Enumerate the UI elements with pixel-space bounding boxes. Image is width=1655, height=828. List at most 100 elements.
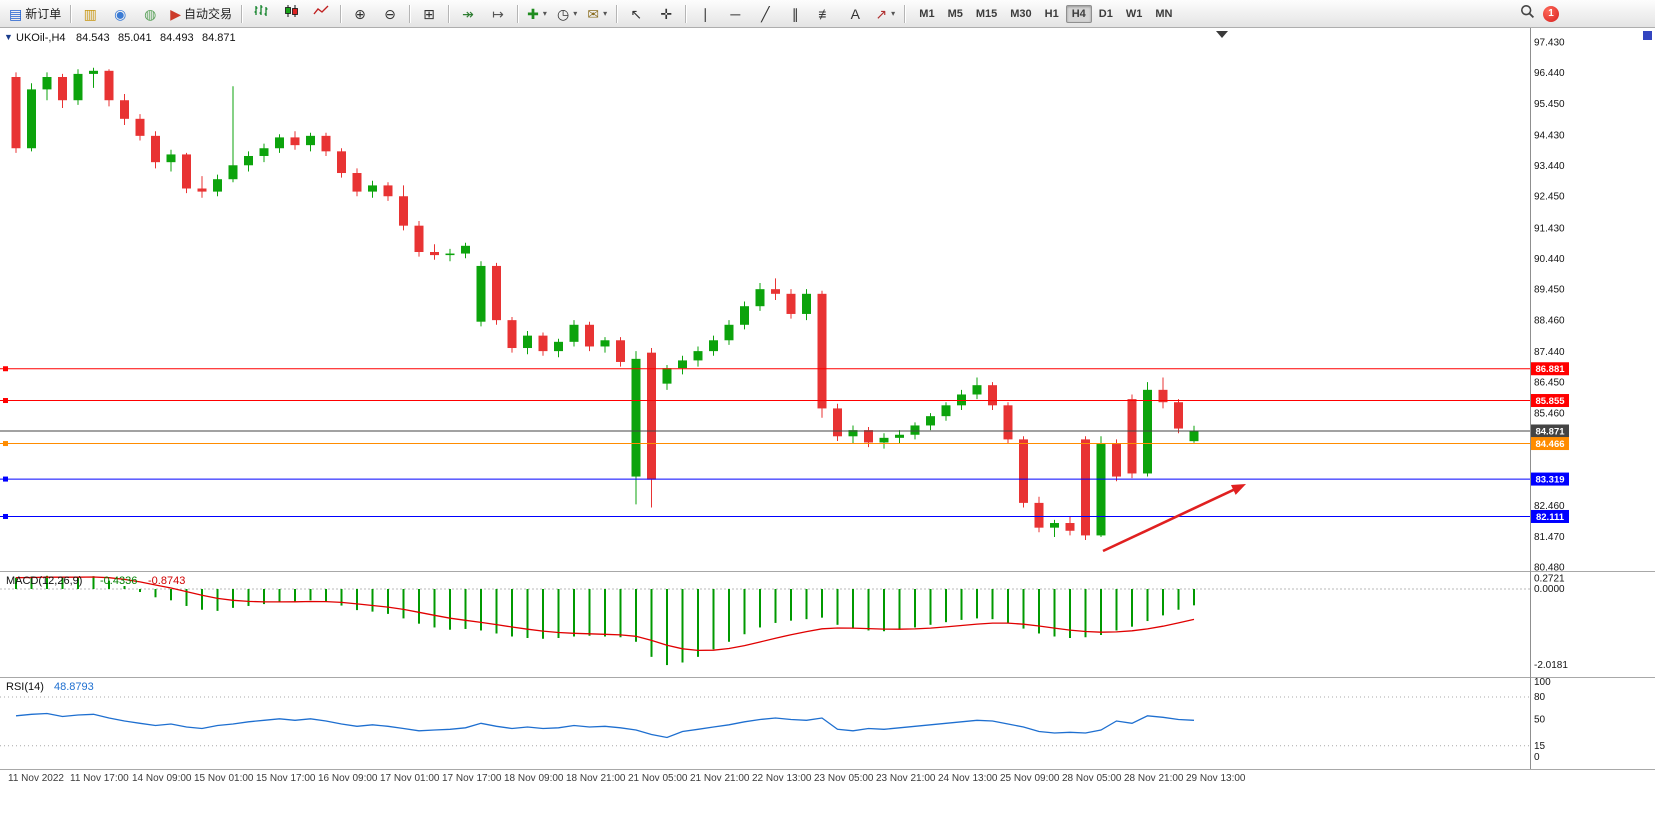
- zoom-out-icon[interactable]: ⊖: [376, 2, 404, 26]
- periods-button[interactable]: ◷ ▾: [553, 2, 581, 26]
- trend-arrow-head: [1230, 484, 1246, 495]
- line-handle[interactable]: [3, 398, 8, 404]
- candle-body: [1019, 439, 1028, 503]
- timeframe-button-mn[interactable]: MN: [1155, 7, 1173, 20]
- timeframe-button-m15[interactable]: M15: [975, 7, 998, 20]
- price-badge-label: 83.319: [1535, 475, 1564, 486]
- line-handle[interactable]: [3, 366, 8, 372]
- macd-scale-label: 0.0000: [1534, 584, 1565, 595]
- price-badge: [1531, 424, 1569, 438]
- text-icon[interactable]: A: [841, 2, 869, 26]
- price-axis-label: 89.450: [1534, 285, 1565, 296]
- candle-body: [740, 306, 749, 325]
- price-level-line[interactable]: 83.319: [0, 472, 1569, 486]
- notification-badge[interactable]: 1: [1543, 5, 1559, 22]
- candle-body: [461, 245, 470, 254]
- chart-plot-area[interactable]: [0, 28, 1530, 571]
- market-watch-icon[interactable]: ◉: [106, 2, 134, 26]
- auto-scroll-icon[interactable]: ↠: [454, 2, 482, 26]
- trend-arrow-shaft[interactable]: [1102, 485, 1242, 553]
- zoom-in-icon[interactable]: ⊕: [346, 2, 374, 26]
- timeframe-button-w1[interactable]: W1: [1125, 7, 1143, 20]
- new-order-icon: ▤: [9, 5, 23, 22]
- time-axis-label: 21 Nov 21:00: [690, 773, 750, 784]
- price-axis-label: 92.450: [1534, 192, 1565, 203]
- cursor-icon: ↖: [630, 5, 643, 22]
- trendline-icon[interactable]: ╱: [751, 2, 779, 26]
- candle-body: [73, 73, 83, 101]
- crosshair-icon[interactable]: ✛: [652, 2, 680, 26]
- candle-body: [1158, 389, 1168, 403]
- candle-body: [833, 408, 842, 437]
- timeframe-button-h1[interactable]: H1: [1044, 7, 1059, 20]
- candle-body: [213, 179, 222, 192]
- candle-body: [631, 358, 641, 477]
- bar-marker-triangle: [1216, 31, 1228, 38]
- price-level-line[interactable]: 85.855: [0, 394, 1569, 408]
- sound-icon[interactable]: ◍: [136, 2, 164, 26]
- price-axis-label: 91.430: [1534, 223, 1565, 234]
- search-icon[interactable]: [1520, 4, 1535, 24]
- line-handle[interactable]: [3, 476, 8, 482]
- timeframe-button-m30[interactable]: M30: [1010, 7, 1032, 20]
- timeframe-button-h4[interactable]: H4: [1065, 4, 1092, 23]
- price-axis-label: 97.430: [1534, 38, 1565, 49]
- candle-body: [383, 185, 393, 197]
- chart-profiles-icon[interactable]: ▥: [76, 2, 104, 26]
- price-level-line[interactable]: 84.466: [0, 437, 1569, 451]
- candle-body: [58, 77, 67, 101]
- vertical-line-icon: ∣: [701, 5, 709, 22]
- text-icon: A: [850, 5, 860, 22]
- candle-body: [182, 154, 191, 189]
- fibonacci-icon[interactable]: ≢: [811, 2, 839, 26]
- current-price-line[interactable]: 84.871: [0, 424, 1569, 438]
- scrollbar-thumb[interactable]: [1643, 31, 1652, 40]
- chart-shift-icon[interactable]: ↦: [484, 2, 512, 26]
- candle-body: [1189, 430, 1199, 442]
- line-chart-icon[interactable]: [307, 2, 335, 26]
- price-badge: [1531, 472, 1569, 486]
- price-axis-label: 96.440: [1534, 68, 1565, 79]
- price-axis[interactable]: 97.430 96.440 95.450 94.430 93.440 92.450 91.4…: [1534, 38, 1565, 574]
- market-watch-icon: ◉: [114, 5, 127, 22]
- line-handle[interactable]: [3, 441, 8, 447]
- price-level-line[interactable]: 86.881: [0, 362, 1569, 376]
- tile-windows-icon[interactable]: ⊞: [415, 2, 443, 26]
- horizontal-line-icon[interactable]: ─: [721, 2, 749, 26]
- timeframe-button-m5[interactable]: M5: [947, 7, 963, 20]
- rsi-scale-label: 15: [1534, 741, 1546, 752]
- vertical-line-icon[interactable]: ∣: [691, 2, 719, 26]
- bar-chart-icon[interactable]: [247, 2, 275, 26]
- cursor-icon[interactable]: ↖: [622, 2, 650, 26]
- new-order-button[interactable]: ▤ 新订单: [5, 2, 65, 26]
- time-axis[interactable]: 11 Nov 2022 11 Nov 17:00 14 Nov 09:00 15 No…: [8, 773, 1246, 784]
- line-handle[interactable]: [3, 513, 8, 519]
- equidistant-channel-icon[interactable]: ∥: [781, 2, 809, 26]
- price-level-line[interactable]: 82.111: [0, 509, 1569, 523]
- zoom-in-icon: ⊕: [354, 5, 366, 22]
- candle-body: [585, 324, 594, 347]
- indicators-button[interactable]: ✚ ▾: [523, 2, 551, 26]
- arrows-icon[interactable]: ↗ ▾: [871, 2, 899, 26]
- toolbar-separator: [448, 4, 450, 23]
- candle-body: [1127, 399, 1137, 474]
- candle-body: [492, 265, 501, 321]
- price-badge: [1531, 509, 1569, 523]
- auto-trading-button[interactable]: ▶ 自动交易: [166, 2, 236, 26]
- timeframe-button-m1[interactable]: M1: [919, 7, 935, 20]
- timeframe-bar: M1 M5 M15 M30 H1 H4 D1 W1 MN: [913, 4, 1178, 23]
- candle-body: [27, 89, 36, 149]
- trend-arrow[interactable]: [1102, 484, 1246, 553]
- chart-menu-icon[interactable]: ▼: [4, 32, 13, 42]
- timeframe-button-d1[interactable]: D1: [1098, 7, 1113, 20]
- candle-body: [569, 324, 579, 342]
- candlestick-chart-icon[interactable]: [277, 2, 305, 26]
- candles: [11, 67, 1199, 541]
- templates-button[interactable]: ✉ ▾: [583, 2, 611, 26]
- toolbar-separator: [241, 4, 243, 23]
- price-axis-label: 87.440: [1534, 347, 1565, 358]
- rsi-scale-label: 50: [1534, 715, 1546, 726]
- price-axis-label: 82.460: [1534, 501, 1565, 512]
